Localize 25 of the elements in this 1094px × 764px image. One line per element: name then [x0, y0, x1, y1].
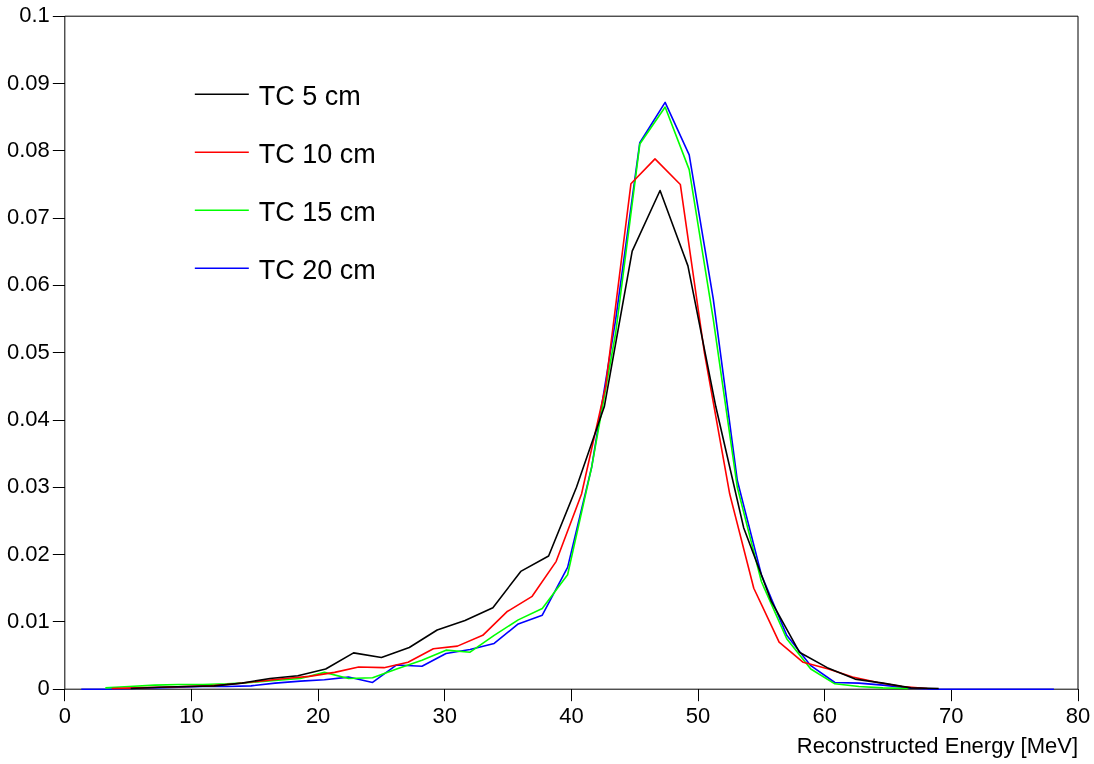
x-tick-label: 30 [432, 703, 457, 729]
legend-label: TC 10 cm [258, 138, 376, 169]
y-tick-label: 0.05 [6, 338, 50, 364]
y-tick-label: 0.04 [6, 406, 50, 432]
legend-label: TC 20 cm [258, 254, 376, 285]
x-tick-label: 70 [939, 703, 964, 729]
x-tick-label: 10 [179, 703, 204, 729]
x-tick-label: 0 [58, 703, 71, 729]
x-tick-label: 20 [305, 703, 331, 729]
legend-label: TC 5 cm [258, 80, 361, 111]
x-tick-label: 80 [1065, 703, 1091, 729]
x-tick-label: 50 [685, 703, 711, 729]
x-tick-label: 60 [812, 703, 837, 729]
y-tick-label: 0.01 [6, 607, 50, 633]
x-tick-label: 40 [559, 703, 584, 729]
x-axis-title: Reconstructed Energy [MeV] [796, 732, 1078, 758]
y-tick-label: 0.08 [6, 136, 50, 162]
y-tick-label: 0.1 [19, 2, 50, 28]
y-tick-label: 0.07 [6, 204, 50, 230]
y-tick-label: 0.03 [6, 473, 50, 499]
y-tick-label: 0.09 [6, 69, 50, 95]
y-tick-label: 0.06 [6, 271, 50, 297]
y-tick-label: 0 [37, 675, 50, 701]
legend-label: TC 15 cm [258, 196, 376, 227]
y-tick-label: 0.02 [6, 540, 50, 566]
